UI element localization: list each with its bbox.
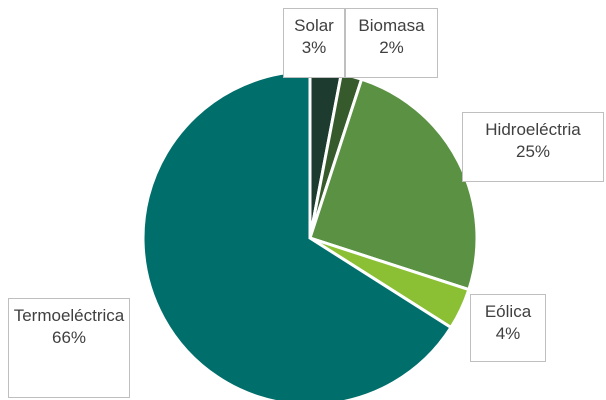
- data-label: Termoeléctrica 66%: [8, 298, 130, 398]
- label-value: 66%: [51, 328, 87, 347]
- label-value: 2%: [379, 38, 404, 57]
- label-category: Solar: [294, 16, 334, 35]
- label-value: 3%: [301, 38, 327, 57]
- data-label: Hidroeléctria 25%: [462, 112, 604, 182]
- label-value: 4%: [495, 324, 521, 343]
- label-category: Hidroeléctria: [485, 120, 581, 139]
- label-category: Termoeléctrica: [13, 306, 125, 325]
- data-label: Solar 3%: [283, 8, 345, 78]
- label-category: Biomasa: [358, 16, 425, 35]
- data-label: Biomasa 2%: [345, 8, 438, 78]
- label-category: Eólica: [484, 302, 532, 321]
- pie-slice: [141, 69, 454, 400]
- pie-slice: [308, 77, 479, 292]
- label-value: 25%: [515, 142, 551, 161]
- data-label: Eólica 4%: [470, 294, 546, 362]
